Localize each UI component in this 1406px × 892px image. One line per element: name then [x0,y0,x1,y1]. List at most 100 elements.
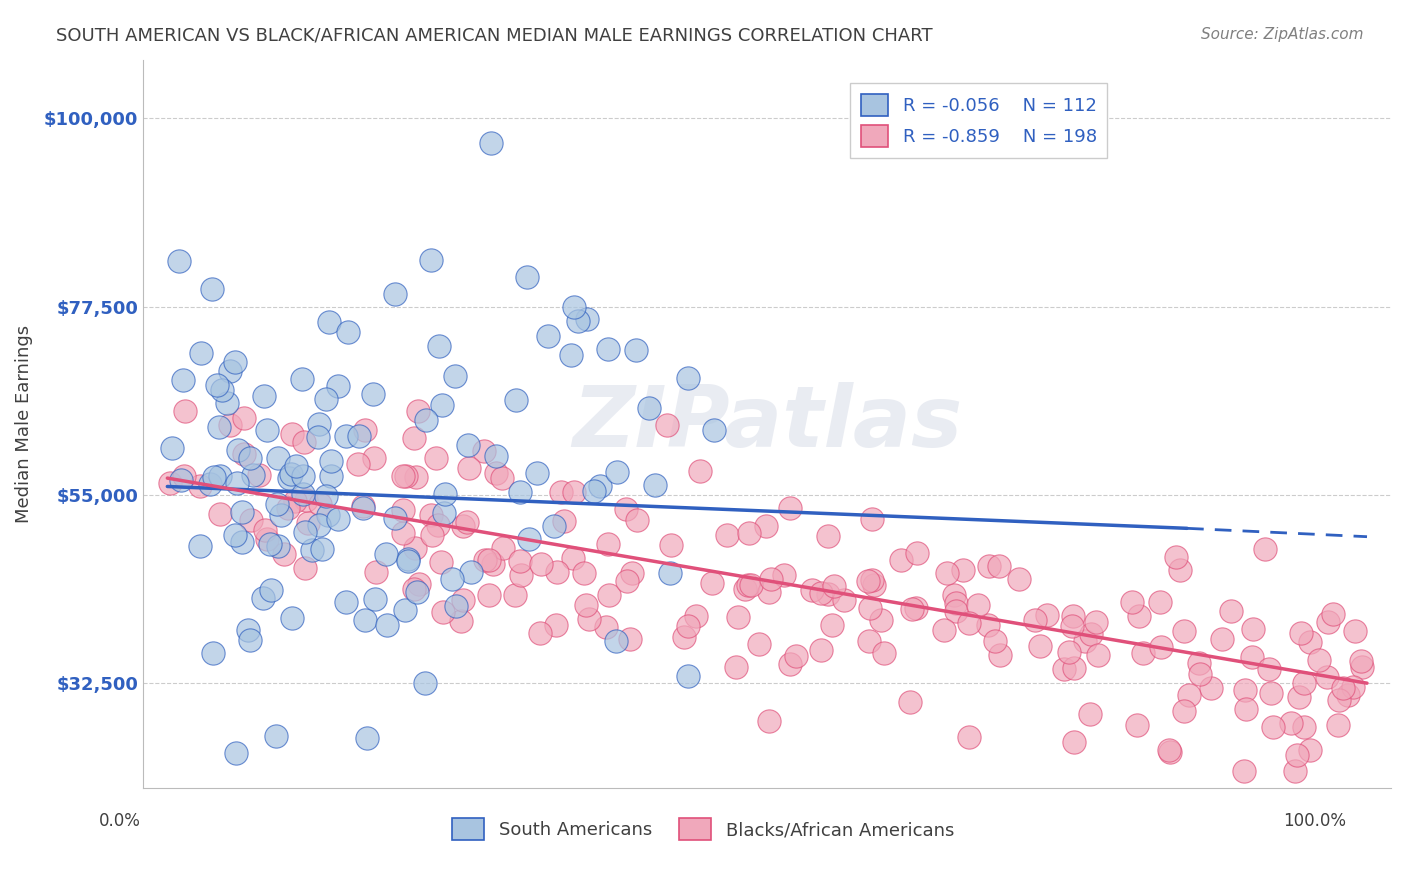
Point [984,633,1007,648]
Point [873,646,896,660]
Point [280,467,302,482]
Point [224,355,246,369]
Point [620,566,643,581]
Point [280,426,302,441]
Point [162,441,184,455]
Point [405,469,427,483]
Point [356,731,378,746]
Point [1327,718,1350,732]
Point [966,598,988,612]
Point [460,565,482,579]
Point [408,577,430,591]
Point [190,346,212,360]
Point [474,443,496,458]
Point [821,618,844,632]
Point [898,695,921,709]
Point [1341,680,1364,694]
Point [572,566,595,580]
Point [479,136,502,151]
Point [1240,650,1263,665]
Point [977,618,1000,632]
Point [491,471,513,485]
Point [1166,550,1188,565]
Point [425,450,447,465]
Point [655,417,678,432]
Point [1063,661,1085,675]
Point [335,594,357,608]
Point [239,633,262,648]
Point [427,517,450,532]
Point [856,574,879,589]
Point [724,660,747,674]
Point [1299,635,1322,649]
Point [451,592,474,607]
Point [859,601,882,615]
Point [1292,720,1315,734]
Point [406,585,429,599]
Point [1284,764,1306,778]
Point [456,515,478,529]
Point [738,525,761,540]
Text: 100.0%: 100.0% [1284,812,1346,830]
Point [391,525,413,540]
Point [295,492,318,507]
Point [560,348,582,362]
Point [253,523,276,537]
Point [1291,626,1313,640]
Point [201,282,224,296]
Point [281,610,304,624]
Point [505,392,527,407]
Point [352,499,374,513]
Point [1329,692,1351,706]
Point [364,592,387,607]
Point [321,454,343,468]
Point [1121,595,1143,609]
Point [740,578,762,592]
Point [509,568,531,582]
Point [294,524,316,539]
Point [170,474,193,488]
Point [1087,648,1109,662]
Point [734,582,756,597]
Point [575,599,598,613]
Point [353,613,375,627]
Point [432,605,454,619]
Point [810,643,832,657]
Point [509,554,531,568]
Point [1053,662,1076,676]
Point [167,253,190,268]
Point [659,566,682,581]
Point [239,451,262,466]
Point [444,369,467,384]
Point [392,469,415,483]
Point [1234,702,1257,716]
Point [1080,627,1102,641]
Point [942,588,965,602]
Point [988,559,1011,574]
Text: Source: ZipAtlas.com: Source: ZipAtlas.com [1201,27,1364,42]
Point [420,508,443,523]
Point [1028,640,1050,654]
Point [562,551,585,566]
Point [253,389,276,403]
Point [716,528,738,542]
Point [198,477,221,491]
Point [673,630,696,644]
Point [174,404,197,418]
Point [205,377,228,392]
Point [218,364,240,378]
Point [420,253,443,268]
Point [375,618,398,632]
Point [284,494,307,508]
Legend: R = -0.056    N = 112, R = -0.859    N = 198: R = -0.056 N = 112, R = -0.859 N = 198 [851,83,1108,158]
Point [860,512,883,526]
Point [598,588,620,602]
Point [1188,656,1211,670]
Point [1263,719,1285,733]
Point [266,497,288,511]
Point [201,646,224,660]
Point [347,429,370,443]
Point [1294,676,1316,690]
Point [1344,624,1367,638]
Point [172,373,194,387]
